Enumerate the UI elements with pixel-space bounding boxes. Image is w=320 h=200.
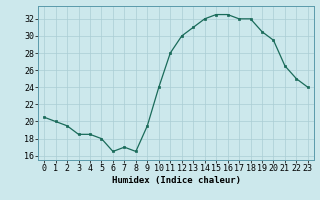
X-axis label: Humidex (Indice chaleur): Humidex (Indice chaleur) — [111, 176, 241, 185]
